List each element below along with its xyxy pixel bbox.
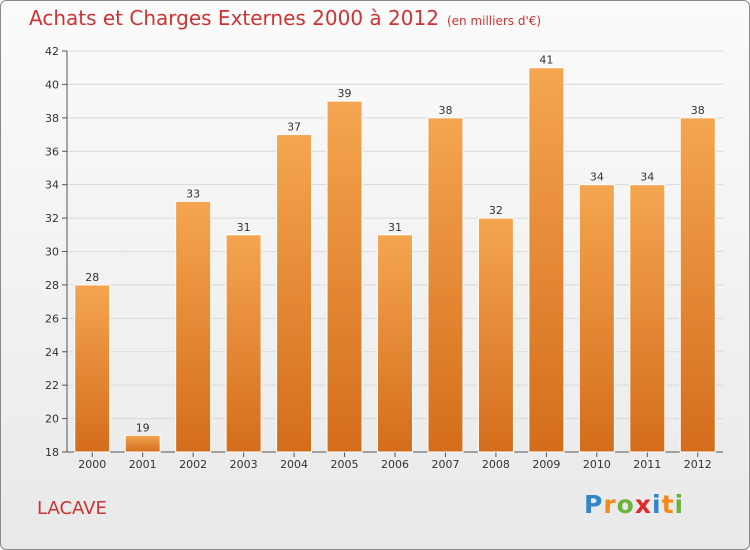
data-label: 19	[136, 421, 150, 434]
y-tick-label: 38	[45, 112, 59, 125]
x-tick-label: 2008	[482, 458, 510, 471]
bar	[276, 134, 313, 453]
x-tick-label: 2011	[633, 458, 661, 471]
x-tick-label: 2002	[179, 458, 207, 471]
place-name: LACAVE	[37, 498, 107, 519]
bar	[225, 234, 262, 453]
bar	[377, 234, 413, 453]
bars	[74, 67, 716, 453]
data-label: 38	[438, 104, 452, 117]
y-tick-label: 24	[45, 346, 59, 359]
bar	[175, 200, 212, 453]
y-tick-label: 20	[45, 413, 59, 426]
bar	[477, 217, 514, 453]
title-text: Achats et Charges Externes 2000 à 2012	[29, 6, 439, 30]
chart-subtitle: (en milliers d'€)	[446, 14, 542, 28]
x-tick-label: 2005	[331, 458, 359, 471]
y-tick-label: 36	[45, 145, 59, 158]
bar	[74, 284, 111, 453]
x-tick-label: 2006	[381, 458, 409, 471]
y-tick-label: 22	[45, 379, 59, 392]
y-tick-label: 30	[45, 246, 59, 259]
data-label: 31	[388, 221, 402, 234]
labels: 28 19 33 31 37 39 31 38 32 41 34 34 38	[85, 54, 705, 435]
x-tick-label: 2007	[431, 458, 459, 471]
data-label: 38	[691, 104, 705, 117]
data-label: 37	[287, 121, 301, 134]
y-tick-label: 18	[45, 446, 59, 459]
bar	[427, 117, 464, 453]
data-label: 34	[590, 171, 604, 184]
x-tick-label: 2003	[230, 458, 258, 471]
data-label: 28	[85, 271, 99, 284]
x-tick-label: 2001	[129, 458, 157, 471]
data-label: 31	[237, 221, 251, 234]
bar	[326, 100, 363, 453]
bar	[528, 67, 565, 453]
axes: 18 20 22 24 26 28 30 32 34 36 38 40 42 2000 2001 2002 20…	[45, 45, 723, 471]
bar	[124, 434, 161, 453]
bar	[578, 184, 615, 453]
y-tick-label: 26	[45, 312, 59, 325]
bar	[629, 184, 666, 453]
y-tick-label: 42	[45, 45, 59, 58]
data-label: 39	[338, 87, 352, 100]
y-tick-label: 34	[45, 179, 59, 192]
data-label: 32	[489, 204, 503, 217]
data-label: 41	[539, 54, 553, 67]
x-tick-label: 2004	[280, 458, 308, 471]
y-tick-label: 40	[45, 78, 59, 91]
proxiti-logo[interactable]: Proxiti	[584, 490, 685, 519]
y-tick-label: 32	[45, 212, 59, 225]
x-tick-label: 2012	[684, 458, 712, 471]
data-label: 33	[186, 187, 200, 200]
x-tick-label: 2000	[78, 458, 106, 471]
x-tick-label: 2010	[583, 458, 611, 471]
chart-title: Achats et Charges Externes 2000 à 2012 (e…	[29, 6, 541, 30]
x-tick-label: 2009	[532, 458, 560, 471]
bar	[679, 117, 716, 453]
data-label: 34	[640, 171, 654, 184]
y-tick-label: 28	[45, 279, 59, 292]
